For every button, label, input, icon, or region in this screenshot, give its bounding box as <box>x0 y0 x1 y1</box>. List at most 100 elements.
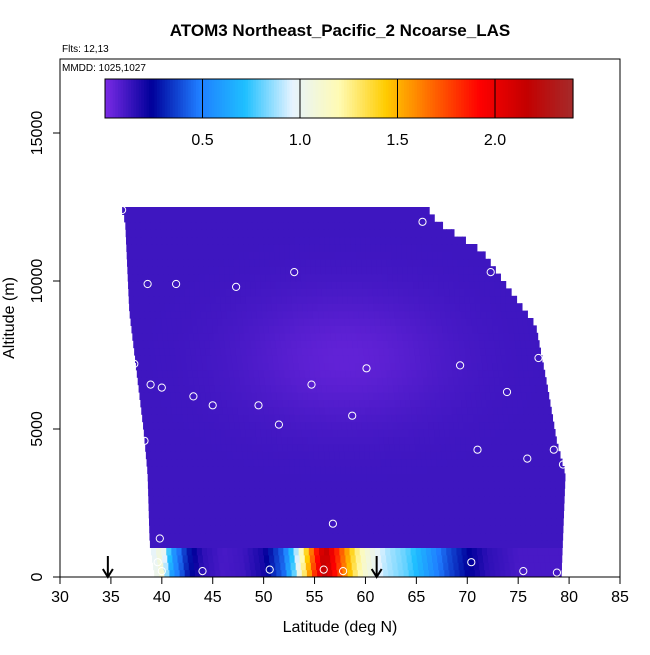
heatmap-cell <box>276 436 283 445</box>
heatmap-cell <box>245 503 251 511</box>
heatmap-cell <box>334 229 341 238</box>
heatmap-cell <box>214 340 221 349</box>
heatmap-cell <box>239 377 246 386</box>
heatmap-cell <box>389 540 395 548</box>
heatmap-cell <box>343 443 350 452</box>
heatmap-cell <box>317 392 324 400</box>
heatmap-cell <box>498 466 505 474</box>
heatmap-cell <box>218 325 224 334</box>
heatmap-cell <box>232 399 238 408</box>
heatmap-cell <box>448 503 455 511</box>
heatmap-cell <box>405 229 412 238</box>
heatmap-cell <box>186 318 193 326</box>
heatmap-cell <box>232 547 239 556</box>
heatmap-cell <box>147 332 154 341</box>
heatmap-cell <box>163 421 170 430</box>
heatmap-cell <box>241 310 248 319</box>
heatmap-cell <box>286 525 293 534</box>
colorbar-segment <box>154 79 158 118</box>
heatmap-cell <box>396 258 403 267</box>
heatmap-cell <box>457 251 464 260</box>
heatmap-cell <box>332 569 339 577</box>
colorbar-segment <box>328 79 332 118</box>
heatmap-cell <box>264 414 271 423</box>
heatmap-cell <box>408 281 414 289</box>
heatmap-cell <box>398 303 405 312</box>
heatmap-cell <box>380 406 387 415</box>
heatmap-cell <box>183 258 189 267</box>
heatmap-cell <box>341 273 348 282</box>
heatmap-cell <box>182 236 188 245</box>
heatmap-cell <box>402 207 408 215</box>
heatmap-cell <box>351 377 358 386</box>
heatmap-cell <box>364 221 371 230</box>
heatmap-cell <box>224 281 231 289</box>
heatmap-cell <box>421 325 428 334</box>
heatmap-cell <box>307 310 314 319</box>
heatmap-cell <box>235 532 242 541</box>
heatmap-cell <box>291 429 298 437</box>
heatmap-cell <box>284 369 291 378</box>
heatmap-cell <box>327 295 333 304</box>
heatmap-cell <box>464 569 471 577</box>
heatmap-cell <box>164 392 171 400</box>
heatmap-cell <box>336 473 342 482</box>
heatmap-cell <box>147 473 154 482</box>
heatmap-cell <box>242 362 249 371</box>
heatmap-cell <box>274 414 281 423</box>
y-tick-label: 5000 <box>29 411 46 447</box>
heatmap-cell <box>493 554 499 563</box>
heatmap-cell <box>427 258 434 267</box>
heatmap-cell <box>400 406 407 415</box>
heatmap-cell <box>546 392 550 400</box>
heatmap-cell <box>443 495 450 504</box>
heatmap-cell <box>535 510 542 519</box>
heatmap-cell <box>296 429 303 437</box>
heatmap-cell <box>464 525 471 534</box>
heatmap-cell <box>207 325 214 334</box>
heatmap-cell <box>179 569 186 577</box>
heatmap-cell <box>412 377 419 386</box>
heatmap-cell <box>530 495 536 504</box>
heatmap-cell <box>247 451 254 460</box>
heatmap-cell <box>507 362 514 371</box>
heatmap-cell <box>346 377 353 386</box>
heatmap-cell <box>234 281 241 289</box>
heatmap-cell <box>328 310 334 319</box>
heatmap-cell <box>367 495 373 504</box>
heatmap-cell <box>542 547 549 556</box>
heatmap-cell <box>362 510 369 519</box>
heatmap-cell <box>446 229 453 238</box>
heatmap-cell <box>424 392 431 400</box>
heatmap-cell <box>203 414 209 423</box>
heatmap-cell <box>406 325 413 334</box>
heatmap-cell <box>486 318 493 326</box>
heatmap-cell <box>251 310 258 319</box>
heatmap-cell <box>362 340 369 349</box>
heatmap-cell <box>249 466 255 474</box>
heatmap-cell <box>299 414 306 423</box>
heatmap-cell <box>388 532 395 541</box>
heatmap-cell <box>158 495 165 504</box>
heatmap-cell <box>315 414 321 423</box>
heatmap-cell <box>466 547 473 556</box>
sample-point <box>467 558 476 567</box>
heatmap-cell <box>465 310 472 319</box>
heatmap-cell <box>128 288 135 297</box>
heatmap-cell <box>280 488 287 497</box>
heatmap-cell <box>177 369 184 378</box>
heatmap-cell <box>346 495 353 504</box>
heatmap-cell <box>192 554 199 563</box>
heatmap-cell <box>395 406 402 415</box>
heatmap-cell <box>525 525 532 534</box>
heatmap-cell <box>158 503 165 511</box>
heatmap-cell <box>195 310 202 319</box>
heatmap-cell <box>472 369 479 378</box>
heatmap-cell <box>492 318 498 326</box>
colorbar-segment <box>300 79 304 118</box>
heatmap-cell <box>489 273 495 282</box>
heatmap-cell <box>429 303 436 312</box>
heatmap-cell <box>367 340 374 349</box>
heatmap-cell <box>229 562 236 571</box>
heatmap-cell <box>490 436 497 445</box>
